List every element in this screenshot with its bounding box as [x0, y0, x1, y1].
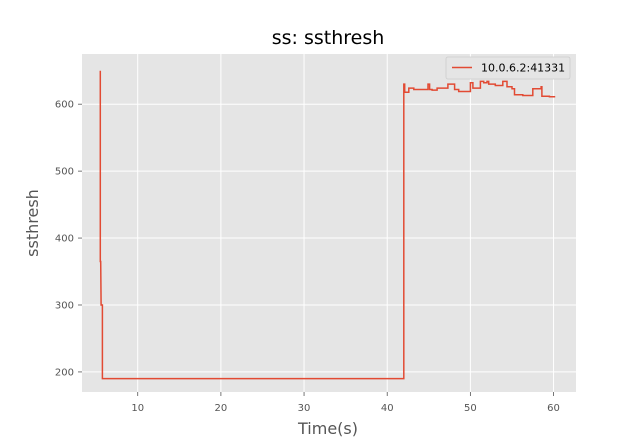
- plot-area: [82, 54, 576, 392]
- legend-label: 10.0.6.2:41331: [481, 62, 565, 75]
- x-tick-label: 30: [298, 403, 311, 414]
- x-tick-label: 60: [547, 403, 560, 414]
- series-layer: [99, 70, 556, 380]
- x-tick-label: 20: [215, 403, 228, 414]
- y-tick-label: 200: [55, 367, 74, 378]
- axis-ticks: 10 20 30 40 50 60 200 300 400 500 600: [55, 100, 560, 414]
- y-tick-label: 600: [55, 100, 74, 111]
- x-axis-label: Time(s): [297, 419, 358, 438]
- y-tick-label: 500: [55, 167, 74, 178]
- x-tick-label: 40: [381, 403, 394, 414]
- legend: 10.0.6.2:41331: [445, 56, 571, 80]
- series-line: [99, 70, 556, 380]
- y-tick-label: 400: [55, 234, 74, 245]
- y-tick-label: 300: [55, 300, 74, 311]
- grid: [82, 54, 576, 392]
- x-tick-label: 50: [464, 403, 477, 414]
- y-axis-label: ssthresh: [23, 189, 42, 257]
- legend-box: [445, 56, 571, 80]
- x-tick-label: 10: [131, 403, 144, 414]
- chart-title: ss: ssthresh: [272, 27, 385, 49]
